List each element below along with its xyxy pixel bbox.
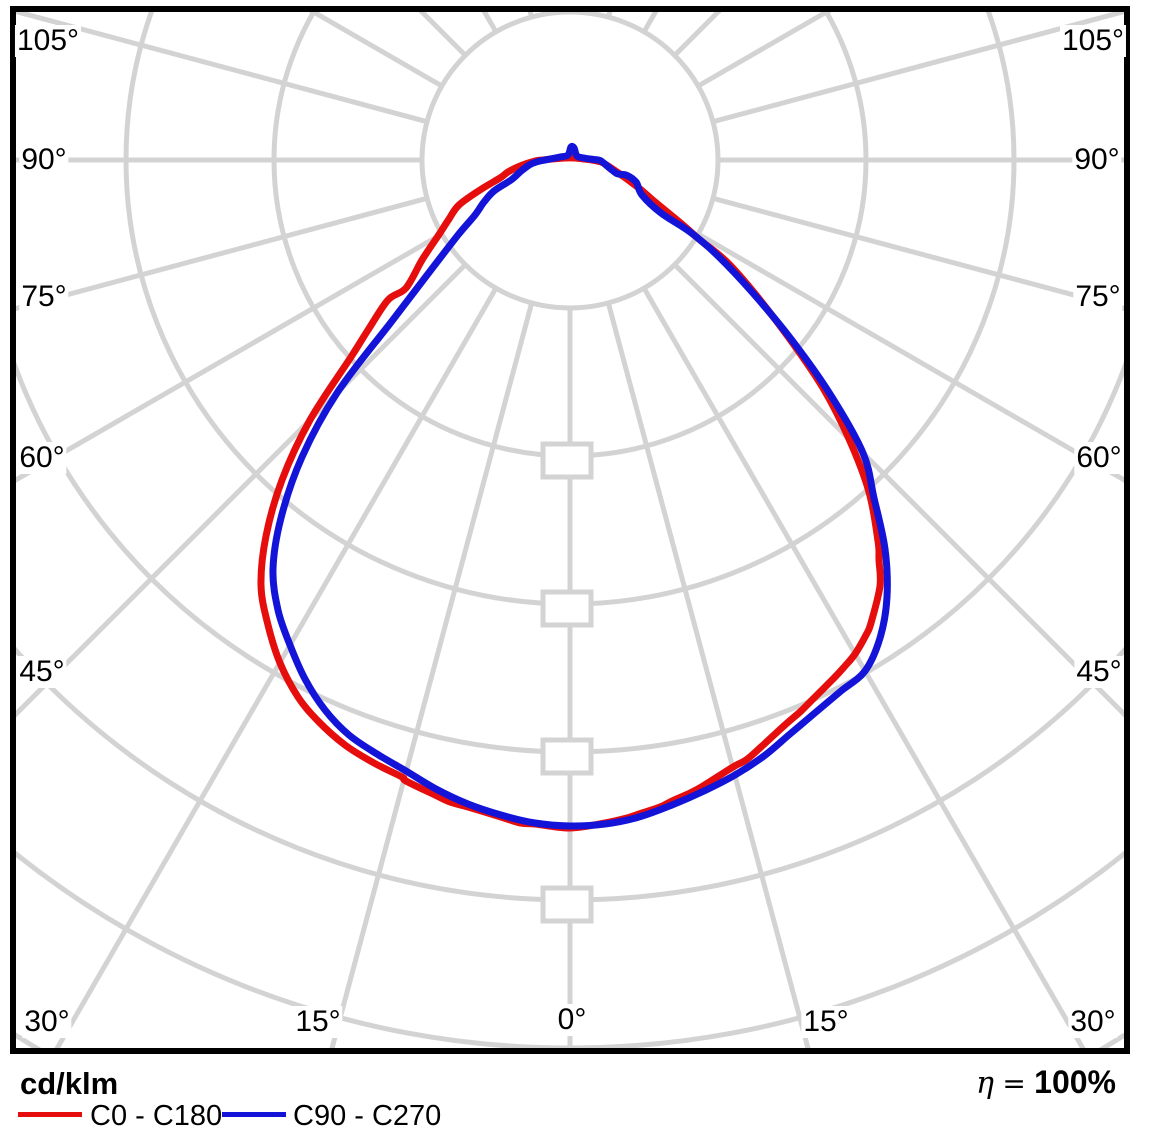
angle-label-105deg: 105° (14, 24, 82, 57)
curve-c90-c270 (269, 142, 891, 830)
legend-swatch-c0-c180 (18, 1112, 82, 1117)
angle-label-90deg: 90° (19, 143, 69, 176)
efficiency-readout: η = 100% (976, 1064, 1116, 1101)
angle-label-30deg: 30° (22, 1005, 72, 1038)
eta-value: 100% (1034, 1064, 1116, 1100)
plot-border (10, 6, 1130, 1054)
angle-label-45deg: 45° (1074, 655, 1124, 688)
angle-label-75deg: 75° (1073, 280, 1123, 313)
eta-symbol: η (976, 1066, 994, 1101)
angle-label-15deg: 15° (293, 1005, 343, 1038)
angle-label-90deg: 90° (1072, 143, 1122, 176)
angle-label-45deg: 45° (17, 655, 67, 688)
angle-label-105deg: 105° (1059, 24, 1127, 57)
angle-label-30deg: 30° (1068, 1005, 1118, 1038)
angle-label-15deg: 15° (801, 1005, 851, 1038)
legend-swatch-c90-c270 (222, 1112, 286, 1117)
angle-label-75deg: 75° (19, 280, 69, 313)
legend-label-c90-c270: C90 - C270 (293, 1100, 442, 1132)
units-label: cd/klm (20, 1066, 119, 1101)
angle-label-60deg: 60° (17, 441, 67, 474)
legend-label-c0-c180: C0 - C180 (90, 1100, 223, 1132)
angle-label-60deg: 60° (1074, 441, 1124, 474)
angle-label-0deg: 0° (555, 1003, 589, 1036)
curve-c0-c180 (257, 154, 884, 832)
eta-equals: = (1002, 1067, 1026, 1100)
legend: C0 - C180 C90 - C270 (0, 1098, 1164, 1132)
